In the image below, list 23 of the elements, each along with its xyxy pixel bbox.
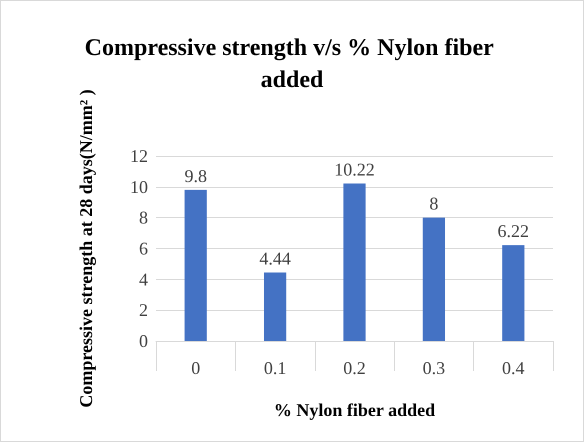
bar — [184, 190, 207, 341]
y-tick-label: 6 — [139, 238, 148, 258]
y-tick-label: 2 — [139, 300, 148, 320]
y-tick-label: 12 — [130, 146, 148, 166]
x-tick-label: 0 — [191, 358, 200, 378]
y-tick-label: 0 — [139, 331, 148, 351]
bar — [343, 183, 366, 341]
data-label: 4.44 — [259, 248, 291, 269]
bar — [264, 272, 286, 341]
y-tick-label: 8 — [139, 208, 148, 228]
bar — [422, 218, 446, 341]
x-axis-title: % Nylon fiber added — [274, 400, 436, 420]
y-tick-label: 10 — [130, 176, 148, 197]
x-tick-label: 0.1 — [264, 358, 286, 378]
data-label: 10.22 — [334, 159, 375, 180]
y-tick-label: 4 — [139, 269, 148, 290]
bar — [502, 245, 524, 341]
x-tick-label: 0.4 — [502, 358, 525, 378]
data-label: 6.22 — [498, 221, 530, 242]
data-label: 8 — [429, 194, 438, 214]
data-label: 9.8 — [184, 166, 207, 186]
x-tick-label: 0.3 — [422, 358, 446, 378]
x-tick-label: 0.2 — [343, 358, 366, 378]
